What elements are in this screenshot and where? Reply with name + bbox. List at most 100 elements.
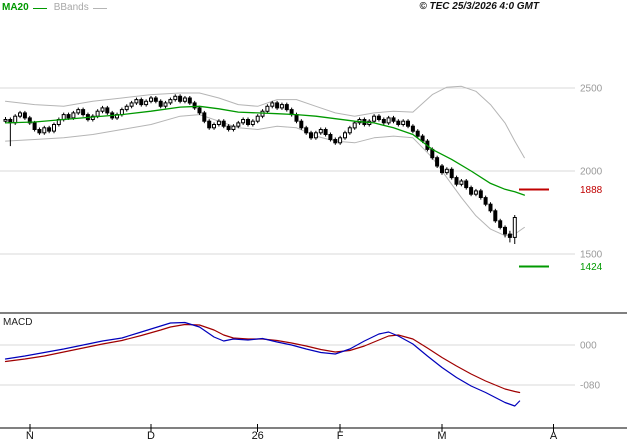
candle-down [406, 120, 410, 127]
candle-up [231, 125, 236, 130]
time-axis-label: 26 [252, 430, 264, 440]
candle-down [105, 107, 110, 114]
candle-down [440, 165, 444, 174]
candle-down [275, 102, 280, 109]
candle-down [178, 95, 183, 102]
candle-down [498, 220, 503, 228]
candle-down [410, 125, 415, 132]
candle-up [241, 119, 246, 124]
candle-down [507, 233, 512, 238]
level-label-support: 1424 [580, 262, 603, 273]
candle-up [168, 99, 173, 104]
candle-down [47, 127, 52, 132]
macd-axis-label: 000 [580, 341, 597, 352]
candle-down [197, 107, 202, 114]
candle-up [459, 180, 464, 185]
candle-down [81, 109, 86, 116]
candle-down [284, 104, 289, 111]
candle-down [207, 120, 212, 129]
axis-layer: N D 26 F M A [0, 312, 627, 440]
candle-up [401, 120, 406, 125]
candle-up [173, 95, 178, 101]
candle-down [294, 114, 299, 122]
candle-down [391, 117, 396, 122]
candle-up [347, 127, 352, 134]
candle-up [163, 102, 168, 107]
candle-down [454, 177, 459, 185]
price-axis-label: 2500 [580, 84, 603, 95]
candle-down [22, 112, 27, 119]
candle-up [13, 115, 18, 124]
candle-down [415, 130, 420, 137]
candle-down [246, 119, 250, 125]
candle-down [66, 114, 71, 119]
candle-down [323, 129, 328, 135]
candle-up [100, 107, 105, 112]
candle-down [435, 157, 440, 167]
ma20-line-swatch-icon [32, 7, 47, 9]
candle-up [42, 127, 47, 134]
price-axis-label: 2000 [580, 167, 603, 178]
macd-axis-label: -080 [580, 381, 600, 392]
candle-up [372, 115, 377, 122]
candle-down [469, 187, 474, 195]
time-axis-label: F [337, 430, 344, 440]
ma20-legend-label: MA20 [2, 2, 29, 13]
macd-layer [4, 321, 521, 407]
candle-down [299, 120, 304, 129]
levels-layer: 1888 1424 [518, 185, 603, 273]
time-axis-label: M [437, 430, 446, 440]
bollinger-lower-line [5, 114, 525, 237]
candle-down [333, 139, 338, 144]
candle-down [464, 180, 469, 189]
candle-down [483, 197, 488, 205]
candle-up [71, 112, 76, 119]
candle-down [396, 120, 401, 125]
candle-down [488, 203, 493, 212]
candle-down [139, 99, 144, 106]
candle-up [149, 97, 153, 102]
candle-up [444, 168, 449, 174]
time-axis-label: D [147, 430, 155, 440]
candle-up [95, 110, 100, 117]
candle-up [236, 122, 241, 127]
candle-up [212, 124, 216, 129]
copyright-text: © TEC 25/3/2026 4:0 GMT [419, 1, 539, 12]
candle-down [449, 168, 454, 179]
candle-up [129, 102, 134, 107]
candle-up [134, 99, 139, 104]
candle-down [309, 132, 313, 139]
candle-up [386, 117, 391, 124]
candle-up [279, 104, 284, 109]
candle-down [192, 102, 197, 109]
candle-up [76, 109, 81, 114]
chart-legend: MA20 BBands [2, 1, 114, 15]
candle-down [221, 120, 226, 127]
candle-up [216, 120, 221, 125]
candle-down [328, 134, 333, 140]
bbands-line-swatch-icon [92, 7, 107, 9]
candle-up [182, 97, 187, 102]
candle-down [503, 226, 507, 235]
candle-up [338, 137, 343, 144]
candle-down [158, 100, 163, 107]
candle-up [313, 132, 318, 139]
macd-line [4, 321, 521, 407]
level-label-resistance: 1888 [580, 185, 603, 196]
candle-up [124, 105, 129, 111]
candle-down [493, 210, 498, 222]
candle-down [226, 125, 231, 130]
candle-up [352, 122, 357, 129]
candle-up [343, 132, 347, 139]
candle-down [37, 129, 42, 134]
price-axis-label: 1500 [580, 250, 603, 261]
macd-panel-label: MACD [3, 317, 33, 328]
candle-down [202, 112, 207, 122]
ma20-layer [4, 105, 526, 196]
candle-down [376, 115, 381, 120]
candle-up [144, 100, 149, 106]
candle-up [3, 119, 8, 122]
candle-up [90, 115, 95, 120]
